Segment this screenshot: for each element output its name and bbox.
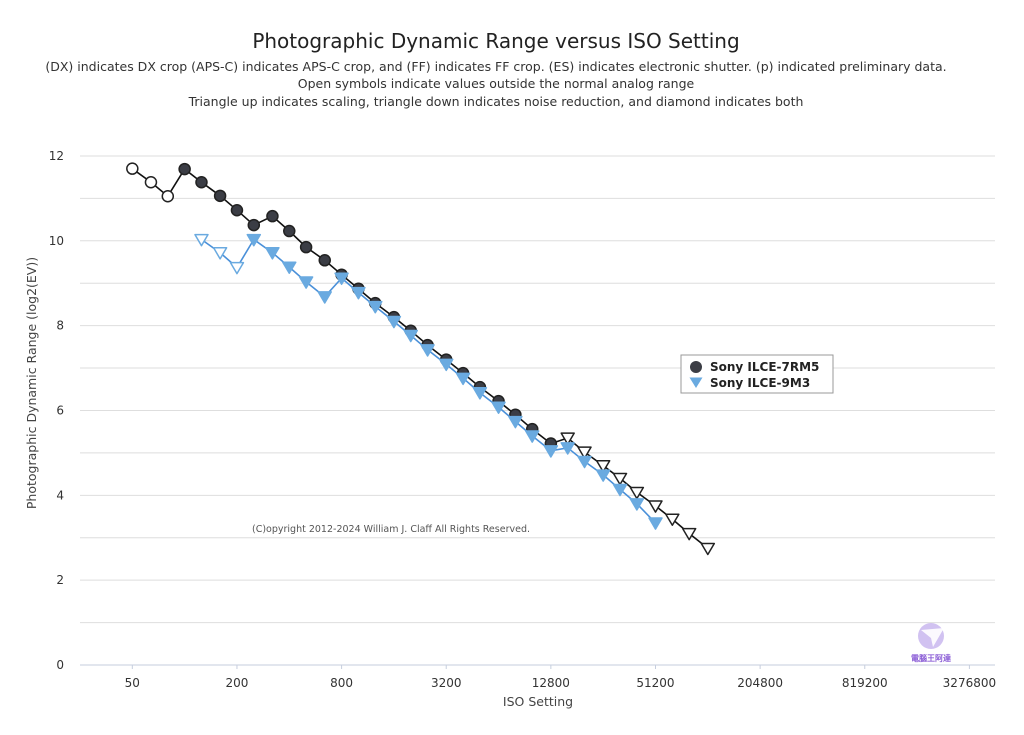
- data-point-sony-ilce-7rm5[interactable]: [648, 500, 663, 513]
- y-tick-label: 6: [56, 403, 64, 417]
- data-point-sony-ilce-7rm5[interactable]: [213, 189, 227, 203]
- data-point-sony-ilce-7rm5[interactable]: [266, 209, 279, 223]
- legend-item-ilce-7rm5[interactable]: Sony ILCE-7RM5: [690, 360, 819, 374]
- series-plot-area: [126, 162, 716, 556]
- data-point-sony-ilce-7rm5[interactable]: [178, 162, 191, 176]
- data-point-sony-ilce-7rm5[interactable]: [299, 240, 313, 254]
- legend-box: [680, 354, 834, 394]
- chart-title: Photographic Dynamic Range versus ISO Se…: [252, 29, 739, 53]
- data-point-sony-ilce-9m3[interactable]: [265, 247, 280, 260]
- data-point-sony-ilce-9m3[interactable]: [508, 415, 523, 429]
- y-tick-label: 12: [49, 149, 64, 163]
- data-point-sony-ilce-9m3[interactable]: [368, 300, 383, 314]
- y-tick-label: 8: [56, 319, 64, 333]
- x-axis-title: ISO Setting: [503, 694, 573, 709]
- legend-marker-ilce-9m3: [689, 377, 703, 388]
- data-point-sony-ilce-9m3[interactable]: [351, 286, 366, 300]
- legend-label-ilce-7rm5: Sony ILCE-7RM5: [710, 360, 819, 374]
- data-point-sony-ilce-9m3[interactable]: [438, 358, 454, 372]
- x-tick-label: 819200: [842, 676, 888, 690]
- data-point-sony-ilce-7rm5[interactable]: [560, 432, 575, 445]
- data-point-sony-ilce-7rm5[interactable]: [247, 218, 261, 232]
- data-point-sony-ilce-9m3[interactable]: [212, 247, 228, 260]
- data-point-sony-ilce-9m3[interactable]: [403, 329, 418, 343]
- copyright-note: (C)opyright 2012-2024 William J. Claff A…: [243, 519, 540, 537]
- data-point-sony-ilce-9m3[interactable]: [386, 315, 402, 329]
- data-point-sony-ilce-7rm5[interactable]: [318, 254, 331, 267]
- data-point-sony-ilce-7rm5[interactable]: [126, 162, 139, 175]
- data-point-sony-ilce-7rm5[interactable]: [144, 175, 158, 189]
- data-point-sony-ilce-9m3[interactable]: [577, 455, 592, 469]
- series-line-sony-ilce-7rm5: [131, 167, 709, 549]
- legend-item-ilce-9m3[interactable]: Sony ILCE-9M3: [689, 376, 811, 390]
- y-tick-label: 0: [56, 658, 64, 672]
- data-point-sony-ilce-9m3[interactable]: [246, 233, 262, 247]
- watermark-logo: 電腦王阿達: [911, 623, 951, 663]
- data-point-sony-ilce-9m3[interactable]: [491, 401, 506, 414]
- axes: 0 2 4 6 8 10 12 50 200 800 3200 12800 51200 204800 819…: [49, 149, 996, 690]
- data-point-sony-ilce-7rm5[interactable]: [700, 542, 716, 556]
- copyright-text: (C)opyright 2012-2024 William J. Claff A…: [252, 524, 530, 535]
- y-tick-label: 10: [49, 234, 64, 248]
- y-tick-label: 2: [56, 573, 64, 587]
- series-line-sony-ilce-9m3: [201, 238, 657, 524]
- y-tick-label: 4: [56, 488, 64, 502]
- data-point-sony-ilce-9m3[interactable]: [472, 387, 488, 400]
- chart-header: Photographic Dynamic Range versus ISO Se…: [45, 29, 946, 109]
- data-point-sony-ilce-7rm5[interactable]: [595, 459, 611, 473]
- grid-lines: [80, 155, 995, 624]
- x-tick-label: 800: [330, 676, 353, 690]
- data-point-sony-ilce-9m3[interactable]: [194, 233, 209, 247]
- data-point-sony-ilce-9m3[interactable]: [595, 469, 611, 482]
- data-point-sony-ilce-9m3[interactable]: [543, 445, 559, 458]
- chart-subtitle-line-3: Triangle up indicates scaling, triangle …: [188, 94, 804, 109]
- data-point-sony-ilce-7rm5[interactable]: [577, 446, 592, 459]
- y-axis-title: Photographic Dynamic Range (log2(EV)): [24, 257, 39, 509]
- data-point-sony-ilce-9m3[interactable]: [629, 498, 645, 511]
- data-point-sony-ilce-7rm5[interactable]: [665, 513, 680, 526]
- legend-label-ilce-9m3: Sony ILCE-9M3: [710, 376, 810, 390]
- data-point-sony-ilce-9m3[interactable]: [560, 442, 575, 455]
- data-point-sony-ilce-9m3[interactable]: [334, 272, 349, 286]
- x-tick-label: 3276800: [943, 676, 996, 690]
- data-point-sony-ilce-7rm5[interactable]: [230, 203, 244, 217]
- data-point-sony-ilce-9m3[interactable]: [648, 517, 663, 530]
- data-point-sony-ilce-9m3[interactable]: [298, 276, 314, 289]
- paper-plane-glyph-icon: [921, 628, 944, 647]
- data-point-sony-ilce-7rm5[interactable]: [629, 486, 645, 500]
- data-point-sony-ilce-7rm5[interactable]: [612, 472, 628, 486]
- data-point-sony-ilce-7rm5[interactable]: [195, 175, 208, 189]
- data-point-sony-ilce-7rm5[interactable]: [161, 189, 175, 203]
- chart-subtitle-line-1: (DX) indicates DX crop (APS-C) indicates…: [45, 59, 946, 74]
- data-point-sony-ilce-9m3[interactable]: [455, 372, 471, 386]
- chart-subtitle-line-2: Open symbols indicate values outside the…: [298, 76, 695, 91]
- x-tick-label: 200: [225, 676, 248, 690]
- data-point-sony-ilce-9m3[interactable]: [420, 344, 435, 357]
- data-point-sony-ilce-9m3[interactable]: [524, 430, 540, 443]
- series-sony-ilce-9m3: [194, 233, 663, 530]
- data-point-sony-ilce-7rm5[interactable]: [681, 527, 697, 541]
- watermark-text: 電腦王阿達: [911, 653, 951, 663]
- x-tick-label: 204800: [737, 676, 783, 690]
- data-point-sony-ilce-9m3[interactable]: [612, 483, 628, 497]
- data-point-sony-ilce-7rm5[interactable]: [283, 224, 296, 238]
- x-tick-label: 12800: [532, 676, 570, 690]
- data-point-sony-ilce-9m3[interactable]: [229, 261, 245, 275]
- x-tick-label: 51200: [636, 676, 674, 690]
- x-tick-label: 3200: [431, 676, 462, 690]
- data-point-sony-ilce-9m3[interactable]: [282, 261, 297, 275]
- legend: Sony ILCE-7RM5 Sony ILCE-9M3: [680, 354, 834, 394]
- x-tick-label: 50: [125, 676, 140, 690]
- data-point-sony-ilce-9m3[interactable]: [317, 291, 332, 304]
- legend-marker-ilce-7rm5: [690, 361, 702, 373]
